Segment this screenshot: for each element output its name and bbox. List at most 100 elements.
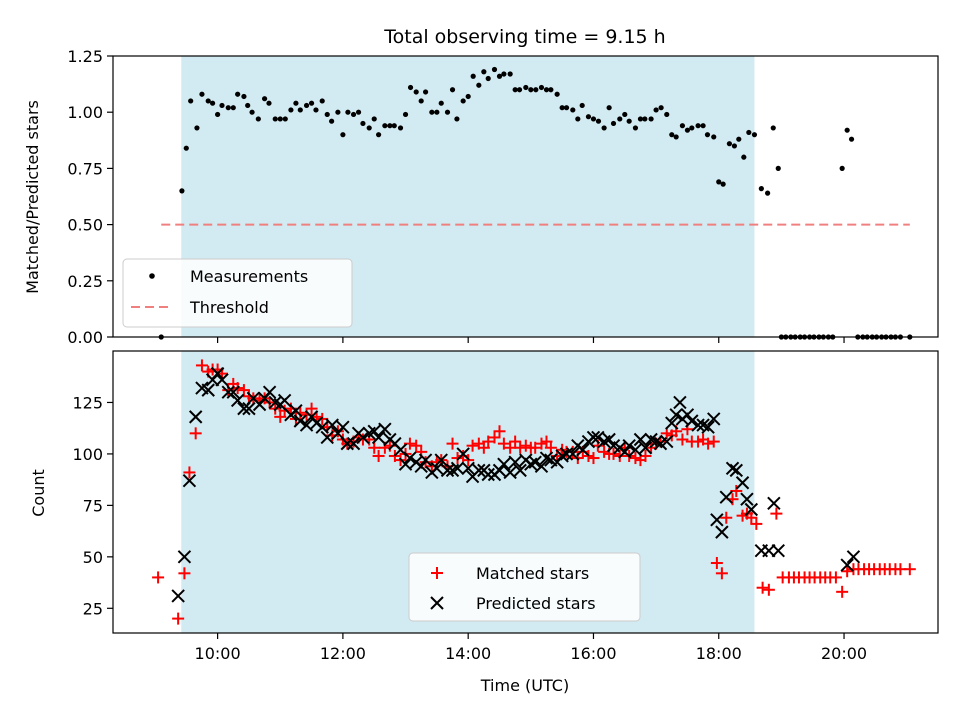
- measurement-point: [272, 116, 278, 122]
- bottom-x-axis: 10:00 12:00 14:00 16:00 18:00 20:00: [195, 633, 867, 663]
- measurement-point: [282, 116, 288, 122]
- measurement-point: [673, 134, 679, 140]
- matched-star-point: [183, 466, 196, 479]
- measurement-point: [366, 125, 372, 131]
- measurement-point: [476, 82, 482, 88]
- measurement-point: [741, 154, 747, 160]
- measurement-point: [188, 98, 194, 104]
- measurement-point: [704, 132, 711, 138]
- matched-star-point: [639, 449, 652, 462]
- predicted-star-point: [673, 395, 687, 410]
- measurement-point: [548, 87, 554, 93]
- matched-star-point: [497, 437, 510, 450]
- measurement-point: [746, 129, 752, 136]
- predicted-star-point: [456, 447, 470, 461]
- measurement-point: [533, 87, 539, 93]
- predicted-star-point: [171, 589, 185, 603]
- predicted-star-point: [566, 447, 580, 461]
- measurement-point: [438, 100, 444, 106]
- matched-star-point: [189, 427, 202, 440]
- matched-star-point: [702, 437, 715, 450]
- predicted-star-point: [277, 393, 292, 408]
- matched-star-point: [692, 435, 705, 448]
- top-ytick-label: 1.00: [67, 103, 103, 122]
- measurement-point: [449, 87, 456, 93]
- measurement-point: [617, 116, 623, 122]
- measurement-point: [465, 93, 471, 100]
- predicted-star-point: [320, 430, 334, 445]
- predicted-star-point: [289, 403, 303, 418]
- predicted-star-point: [680, 408, 695, 422]
- measurement-point: [210, 100, 216, 106]
- matched-star-point: [274, 410, 287, 423]
- measurement-point: [590, 116, 597, 122]
- predicted-star-point: [513, 463, 527, 478]
- measurement-point: [512, 87, 518, 93]
- matched-star-point: [178, 567, 191, 580]
- matched-star-point: [756, 581, 769, 594]
- predicted-star-point: [701, 420, 715, 434]
- measurement-point: [579, 102, 585, 109]
- measurement-point: [765, 190, 771, 196]
- bottom-ytick-label: 75: [83, 496, 103, 515]
- predicted-star-point: [618, 445, 632, 459]
- matched-star-point: [710, 557, 723, 570]
- measurement-point: [606, 105, 612, 111]
- predicted-star-point: [340, 436, 354, 451]
- matched-star-point: [676, 433, 689, 446]
- measurement-point: [775, 165, 781, 171]
- measurement-point: [679, 123, 686, 129]
- measurement-point: [277, 116, 283, 122]
- measurement-point: [235, 91, 241, 97]
- matched-star-point: [493, 425, 506, 438]
- predicted-star-point: [539, 451, 554, 465]
- measurement-point: [387, 123, 393, 129]
- measurement-point: [249, 109, 255, 115]
- matched-star-point: [750, 517, 763, 530]
- measurement-point: [653, 107, 659, 113]
- predicted-star-point: [242, 401, 256, 416]
- measurement-point: [194, 125, 200, 131]
- measurement-point: [528, 87, 534, 93]
- matched-star-point: [509, 435, 522, 448]
- bottom-panel: 25 50 75 100 125 10:00 12:00 14:00 16:00 18:00 20…: [29, 350, 939, 695]
- predicted-star-point: [534, 459, 549, 473]
- predicted-star-point: [398, 457, 413, 471]
- predicted-star-point: [481, 467, 495, 482]
- matched-star-point: [529, 441, 542, 454]
- predicted-star-point: [846, 550, 861, 564]
- measurement-point: [485, 75, 491, 82]
- predicted-star-point: [430, 461, 444, 476]
- matched-star-point: [629, 452, 642, 465]
- measurement-point: [684, 127, 691, 133]
- measurement-point: [288, 107, 294, 113]
- measurement-point: [402, 111, 409, 118]
- measurement-point: [470, 73, 476, 79]
- predicted-star-point: [528, 455, 542, 469]
- matched-star-point: [195, 359, 208, 372]
- bottom-xtick-label: 14:00: [445, 644, 491, 663]
- predicted-star-point: [508, 455, 522, 469]
- predicted-star-point: [715, 525, 729, 539]
- measurement-point: [205, 98, 211, 104]
- predicted-star-point: [472, 463, 486, 478]
- measurement-point: [376, 132, 382, 138]
- matched-star-point: [715, 567, 728, 580]
- measurement-point: [523, 84, 529, 91]
- count-points: [152, 359, 916, 625]
- bottom-ytick-label: 25: [83, 599, 103, 618]
- measurement-point: [700, 123, 706, 129]
- matched-star-point: [294, 406, 307, 419]
- measurement-point: [350, 111, 357, 118]
- predicted-star-point: [299, 418, 314, 432]
- bottom-ylabel: Count: [29, 469, 48, 517]
- matched-star-point: [372, 449, 385, 462]
- predicted-star-point: [729, 463, 743, 478]
- measurement-point: [758, 186, 764, 192]
- measurement-point: [340, 132, 346, 138]
- measurement-point: [255, 116, 261, 122]
- measurement-point: [219, 102, 225, 109]
- measurement-point: [407, 84, 414, 91]
- predicted-star-point: [226, 385, 240, 399]
- predicted-star-point: [725, 461, 740, 476]
